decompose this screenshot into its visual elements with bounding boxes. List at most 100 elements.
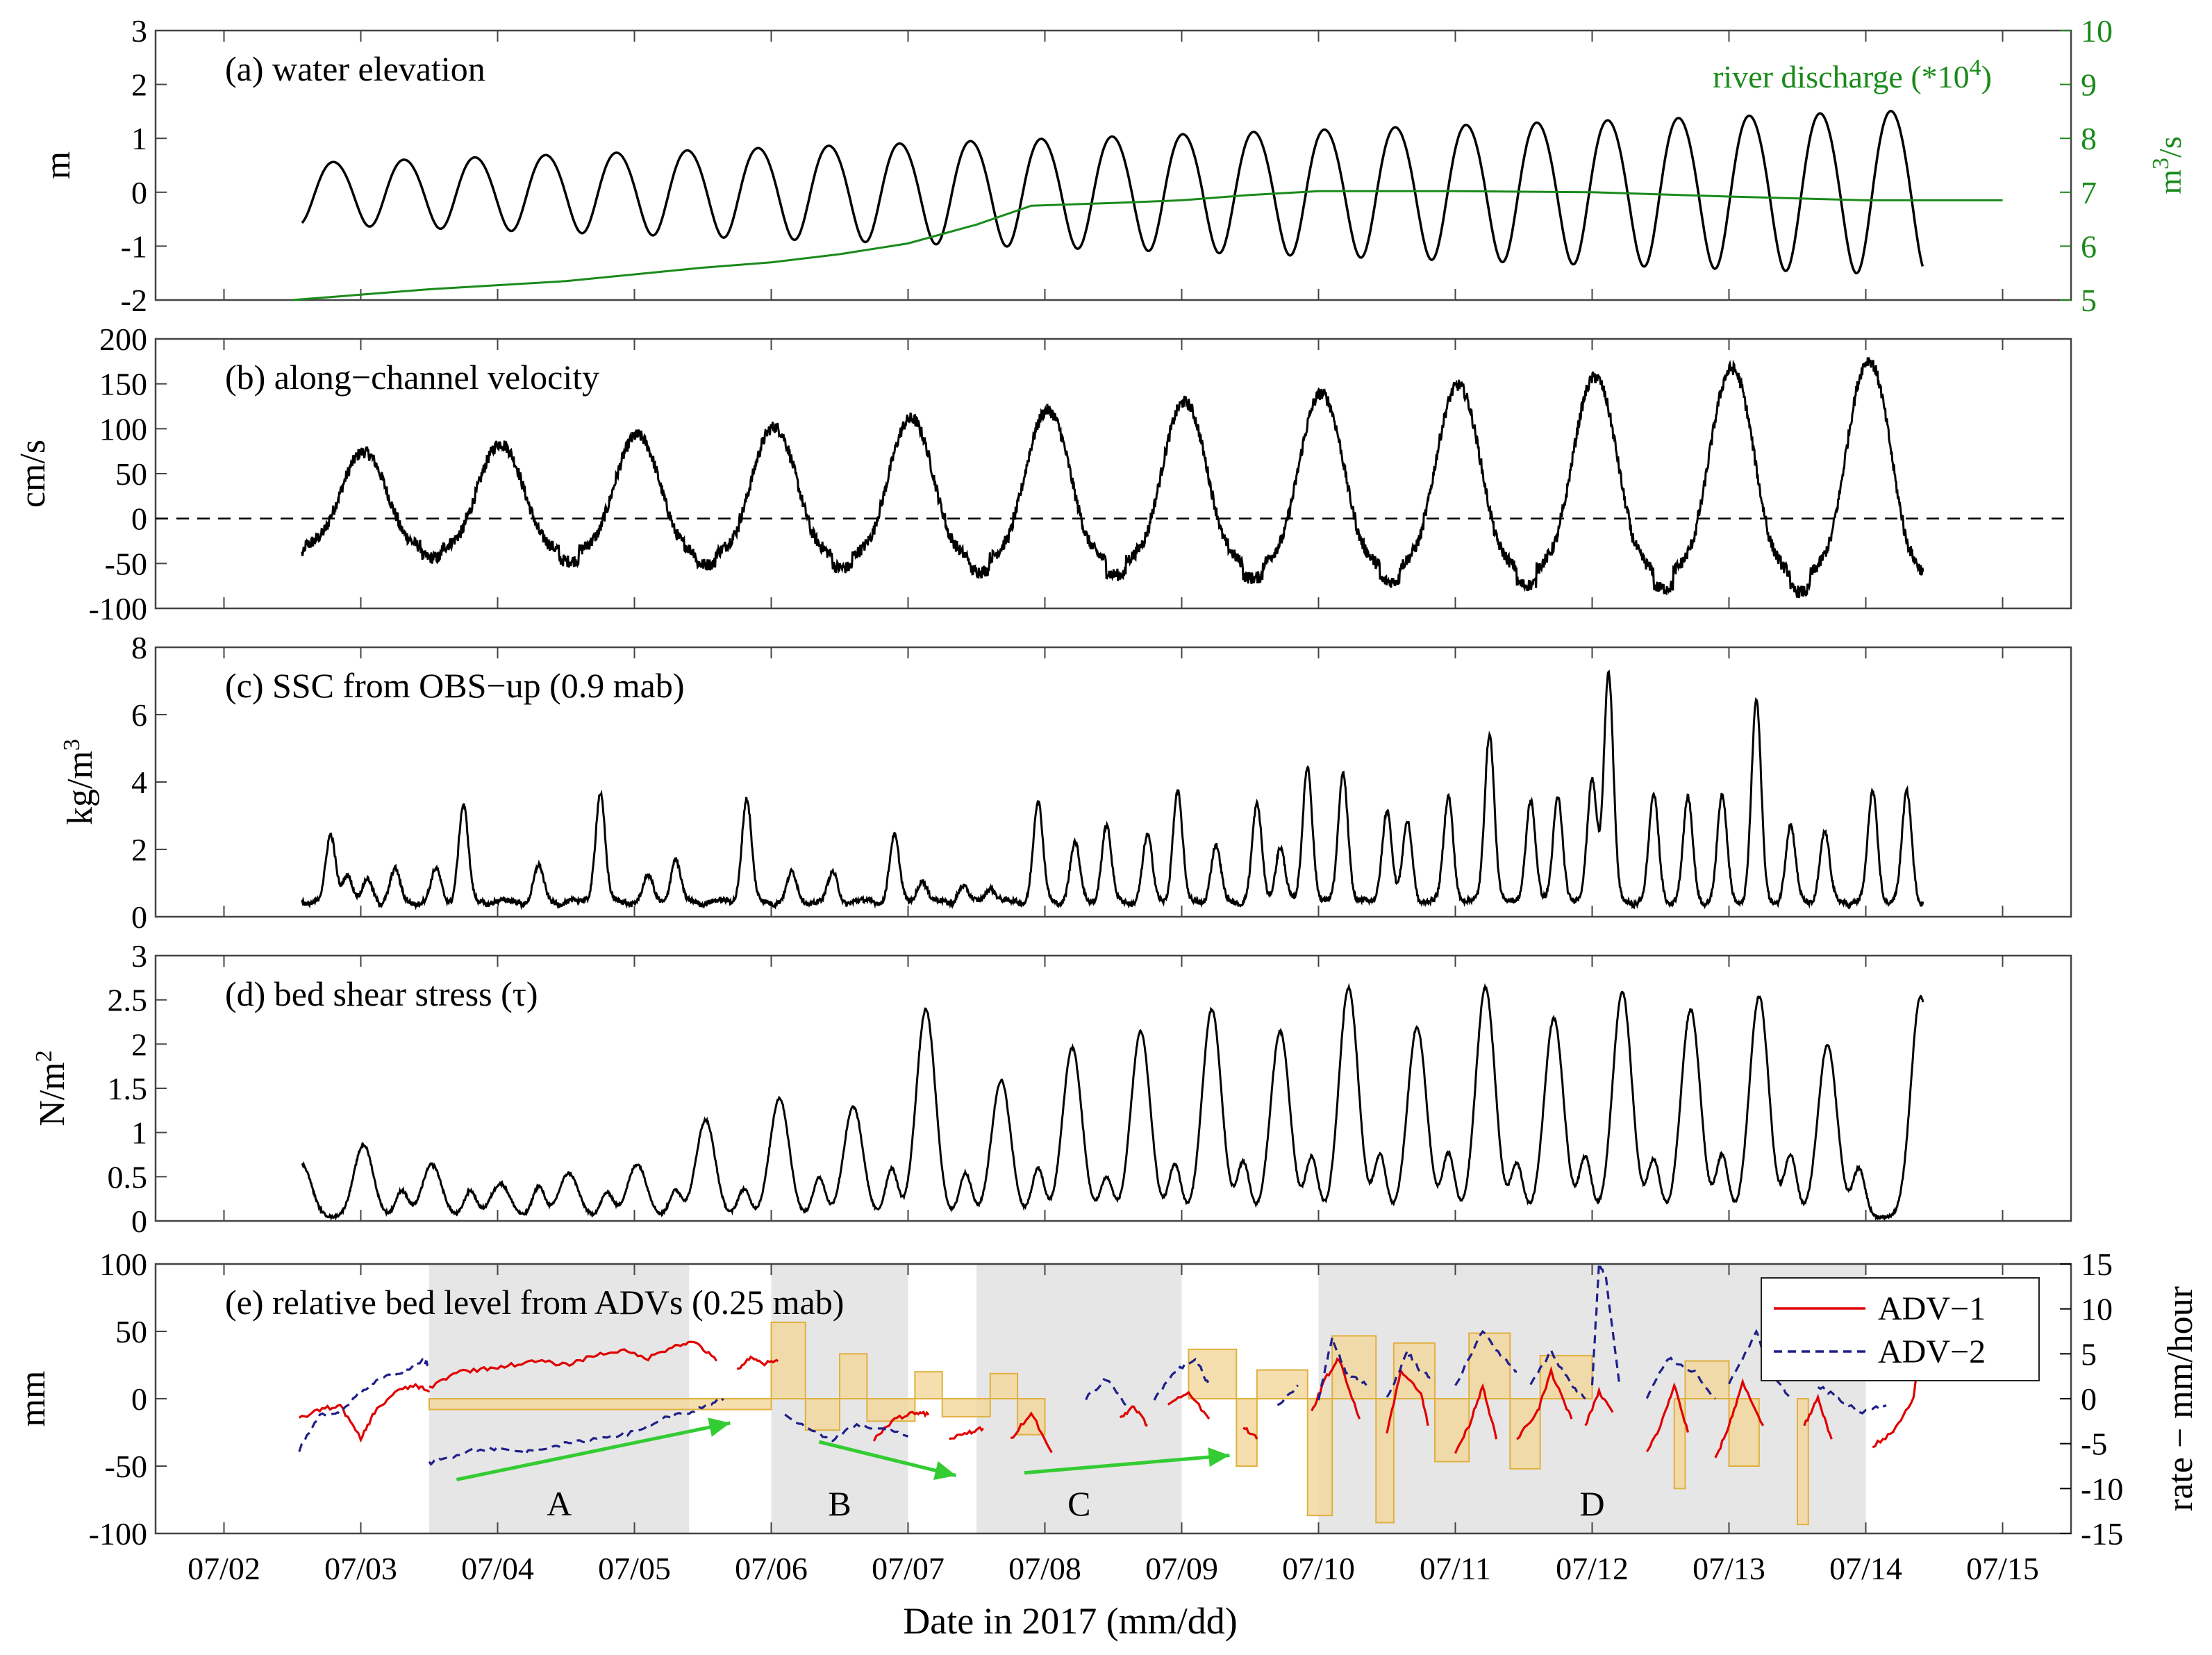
trend-arrow-head (1208, 1447, 1230, 1467)
panel-e-right-ytick-label: 15 (2081, 1247, 2113, 1282)
panel-b-velocity: -100 -50 0 50 100 150 200 (b) along−channel vel… (13, 322, 2072, 626)
trend-arrow-line (818, 1440, 957, 1478)
panel-c-ylabel: kg/m3 (59, 739, 101, 825)
rate-bar (1673, 1398, 1686, 1490)
panel-a-discharge-annotation: river discharge (*104) (1713, 55, 1992, 95)
segment-label-B: B (828, 1484, 851, 1523)
series-adv2 (1386, 1347, 1436, 1398)
panel-c-ylabel-part-1: 3 (59, 739, 85, 751)
series-bed-shear-stress (301, 983, 1924, 1222)
rate-bar (1188, 1348, 1238, 1400)
rate-bar (1017, 1398, 1046, 1436)
panel-a-right-ytick-label: 5 (2081, 283, 2097, 318)
series-adv2 (428, 1397, 724, 1466)
panel-a-ylabel: m (38, 151, 78, 179)
panel-b-ytick-label: -100 (89, 591, 147, 626)
panel-b-ylabel-part-0: cm/s (13, 440, 53, 508)
panel-d-ylabel-part-1: 2 (31, 1050, 57, 1062)
panel-d-shear: 0 0.5 1 1.5 2 2.5 3 (d) bed shear stress (τ) N/m… (31, 938, 2072, 1239)
panel-e-ylabel-part-0: mm (13, 1371, 53, 1427)
rate-bar (989, 1372, 1019, 1399)
x-axis-label: Date in 2017 (mm/dd) (903, 1600, 1237, 1642)
panel-a-frame (154, 29, 2072, 301)
segment-label-C: C (1067, 1484, 1090, 1523)
panel-a-ylabel-part-0: m (38, 151, 78, 179)
panel-d-ylabel: N/m2 (31, 1050, 73, 1126)
panel-d-ytick-label: 0.5 (108, 1159, 148, 1195)
panel-a-ytick-label: -1 (121, 228, 147, 264)
segment-label-D: D (1579, 1484, 1604, 1523)
panel-a-right-ylabel-part-0: m (2152, 169, 2188, 194)
series-adv2 (1317, 1337, 1367, 1401)
panel-a-discharge-annotation-part-2: ) (1981, 59, 1992, 94)
series-adv2 (1529, 1347, 1586, 1400)
panel-c-ytick-label: 6 (131, 697, 147, 733)
panel-b-ytick-label: 0 (131, 501, 147, 537)
rate-bar (914, 1371, 943, 1399)
x-tick-label: 07/10 (1282, 1551, 1355, 1586)
x-tick-label: 07/07 (872, 1551, 945, 1586)
panel-a-right-ylabel-part-1: 3 (2148, 158, 2174, 169)
panel-e-right-ytick-label: 10 (2081, 1292, 2113, 1327)
series-adv2 (298, 1358, 431, 1452)
series-adv2 (1645, 1356, 1716, 1400)
panel-c-ylabel-part-0: kg/m (60, 751, 100, 825)
series-adv2 (1817, 1386, 1887, 1415)
series-adv1 (736, 1355, 779, 1370)
series-adv1 (1386, 1367, 1429, 1434)
rate-bar (429, 1398, 772, 1411)
panel-d-ytick-label: 2 (131, 1026, 147, 1062)
series-adv1 (1714, 1378, 1765, 1458)
series-adv1 (1516, 1365, 1573, 1440)
series-ssc (301, 670, 1924, 910)
panel-d-ylabel-part-0: N/m (33, 1062, 72, 1126)
x-tick-label: 07/14 (1829, 1551, 1902, 1586)
rate-bar (1256, 1369, 1308, 1399)
panel-a-ytick-label: -2 (121, 283, 147, 318)
panel-a-ytick-label: 0 (131, 175, 147, 210)
series-adv2 (1277, 1384, 1299, 1406)
panel-a-right-ytick-label: 9 (2081, 67, 2097, 103)
x-tick-label: 07/13 (1693, 1551, 1765, 1586)
series-water-elevation (301, 110, 1924, 275)
series-adv1 (1584, 1386, 1614, 1427)
legend-box (1761, 1277, 2040, 1381)
panel-c-ytick-label: 4 (131, 765, 147, 800)
rate-bar (1306, 1398, 1333, 1517)
panel-d-ytick-label: 2.5 (108, 983, 148, 1018)
rate-bar (1509, 1398, 1541, 1470)
series-adv1 (1454, 1383, 1498, 1454)
panel-e-ytick-label: 50 (115, 1314, 147, 1349)
series-adv2 (1454, 1329, 1517, 1386)
x-tick-label: 07/12 (1556, 1551, 1629, 1586)
panel-c-ytick-label: 8 (131, 630, 147, 665)
panel-d-ytick-label: 1.5 (108, 1071, 148, 1106)
x-tick-label: 07/15 (1966, 1551, 2039, 1586)
panel-c-ssc: 0 2 4 6 8 (c) SSC from OBS−up (0.9 mab) kg/m3 (59, 630, 2072, 935)
panel-e-right-ylabel-part-0: rate − mm/hour (2161, 1286, 2200, 1511)
panel-c-ytick-label: 0 (131, 899, 147, 935)
rate-bar (866, 1398, 916, 1422)
series-adv1 (1010, 1411, 1053, 1454)
x-tick-label: 07/08 (1008, 1551, 1081, 1586)
rate-bar (804, 1398, 840, 1431)
panel-b-title: (b) along−channel velocity (225, 358, 599, 397)
series-adv2 (1153, 1358, 1211, 1401)
rate-bar (839, 1353, 868, 1400)
panel-a-title: (a) water elevation (225, 49, 485, 88)
panel-e-right-ytick-label: 5 (2081, 1336, 2097, 1372)
panel-b-ytick-label: 150 (99, 367, 147, 402)
panel-e-right-ytick-label: -5 (2081, 1427, 2107, 1462)
panel-b-ylabel: cm/s (13, 440, 53, 508)
series-adv1 (1119, 1405, 1148, 1427)
rate-bar (941, 1398, 991, 1417)
series-adv1 (429, 1340, 718, 1389)
series-adv1 (1803, 1393, 1833, 1440)
panel-a-discharge-annotation-part-1: 4 (1970, 55, 1981, 81)
panel-a-right-ytick-label: 10 (2081, 13, 2113, 49)
series-adv1 (1167, 1390, 1211, 1420)
rate-bar (1797, 1398, 1809, 1526)
